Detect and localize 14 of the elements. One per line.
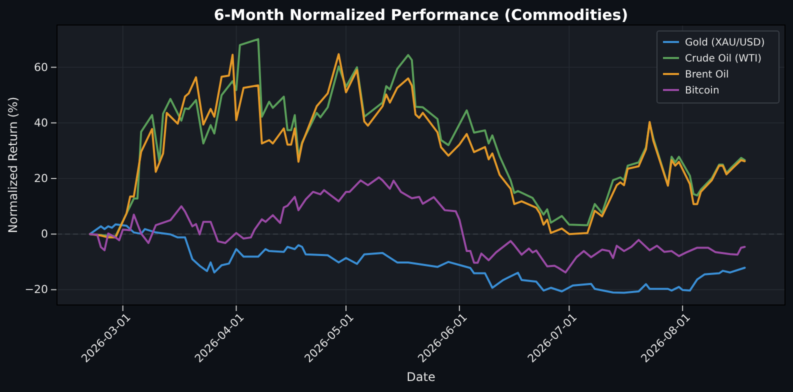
- chart-title: 6-Month Normalized Performance (Commodities): [214, 6, 628, 24]
- line-series: [88, 176, 746, 274]
- y-tick-label: 0: [41, 228, 48, 241]
- legend-label: Brent Oil: [685, 70, 729, 80]
- y-tick-label: 60: [34, 60, 48, 74]
- line-series: [88, 223, 746, 294]
- y-tick-label: 40: [34, 116, 48, 130]
- legend-label: Bitcoin: [685, 86, 720, 96]
- legend-label: Crude Oil (WTI): [685, 54, 762, 64]
- x-axis-title: Date: [406, 370, 436, 384]
- y-tick-label: 20: [34, 172, 48, 186]
- y-axis-title: Normalized Return (%): [6, 96, 20, 234]
- legend-label: Gold (XAU/USD): [685, 38, 765, 48]
- y-tick-label: −20: [24, 283, 48, 296]
